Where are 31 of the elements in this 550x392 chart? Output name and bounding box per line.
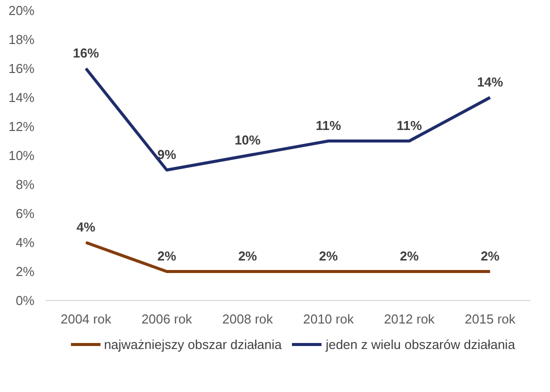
data-label: 2% <box>238 248 258 264</box>
x-tick-label: 2008 rok <box>222 312 274 326</box>
legend-label: jeden z wielu obszarów działania <box>326 336 516 352</box>
y-tick-label: 12% <box>8 119 35 134</box>
y-tick-label: 4% <box>16 235 35 250</box>
x-tick-label: 2010 rok <box>303 312 354 326</box>
data-label: 4% <box>76 220 96 234</box>
y-tick-label: 8% <box>16 177 35 192</box>
data-label: 16% <box>72 46 100 60</box>
y-tick-label: 20% <box>8 3 35 18</box>
y-tick-label: 10% <box>8 148 35 163</box>
x-tick-label: 2004 rok <box>60 312 112 326</box>
x-tick-label: 2006 rok <box>141 312 193 326</box>
x-tick-label: 2012 rok <box>384 312 436 326</box>
data-label: 2% <box>480 248 500 264</box>
data-label: 10% <box>234 132 262 148</box>
x-tick-label: 2015 rok <box>464 312 516 326</box>
data-label: 2% <box>157 248 177 264</box>
data-label: 2% <box>319 248 338 264</box>
y-tick-label: 2% <box>16 264 35 279</box>
y-tick-label: 0% <box>16 293 35 308</box>
data-label: 14% <box>477 74 504 90</box>
y-tick-label: 14% <box>8 90 35 105</box>
data-label: 9% <box>157 147 177 162</box>
data-label: 2% <box>400 248 420 264</box>
y-tick-label: 18% <box>8 32 35 47</box>
data-label: 11% <box>316 118 342 133</box>
y-tick-label: 16% <box>8 61 35 76</box>
y-tick-label: 6% <box>16 206 35 221</box>
data-label: 11% <box>396 118 422 133</box>
legend-label: najważniejszy obszar działania <box>104 336 282 352</box>
